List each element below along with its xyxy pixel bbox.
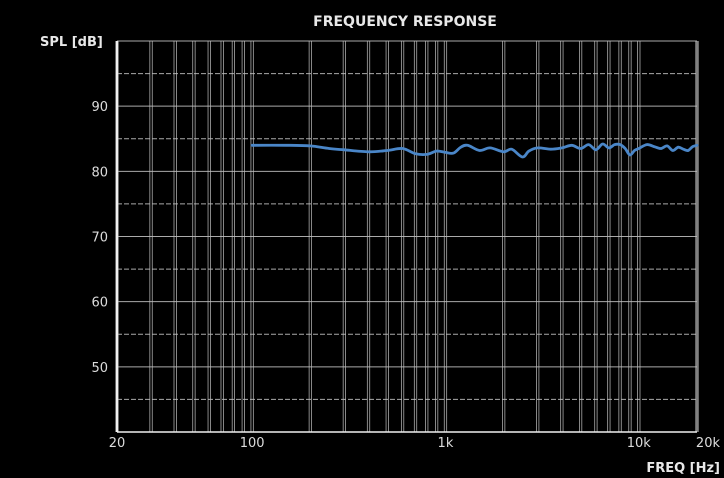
y-tick-labels: 50 60 70 80 90 [91,100,108,376]
x-axis-label: FREQ [Hz] [646,461,720,476]
x-tick-label: 10k [627,436,652,451]
x-tick-label: 1k [438,436,454,451]
y-tick-label: 70 [91,231,108,246]
series-line [250,142,699,159]
x-tick-label: 20 [109,436,126,451]
chart-title: FREQUENCY RESPONSE [313,14,497,30]
grid-layer [115,40,699,433]
x-tick-label: 20k [696,436,721,451]
y-tick-label: 50 [91,361,108,376]
y-tick-label: 90 [91,100,108,115]
x-tick-label: 100 [240,436,265,451]
x-tick-labels: 20 100 1k 10k 20k [109,436,721,451]
y-tick-label: 60 [91,296,108,311]
y-axis-label: SPL [dB] [40,35,103,50]
y-tick-label: 80 [91,165,108,180]
